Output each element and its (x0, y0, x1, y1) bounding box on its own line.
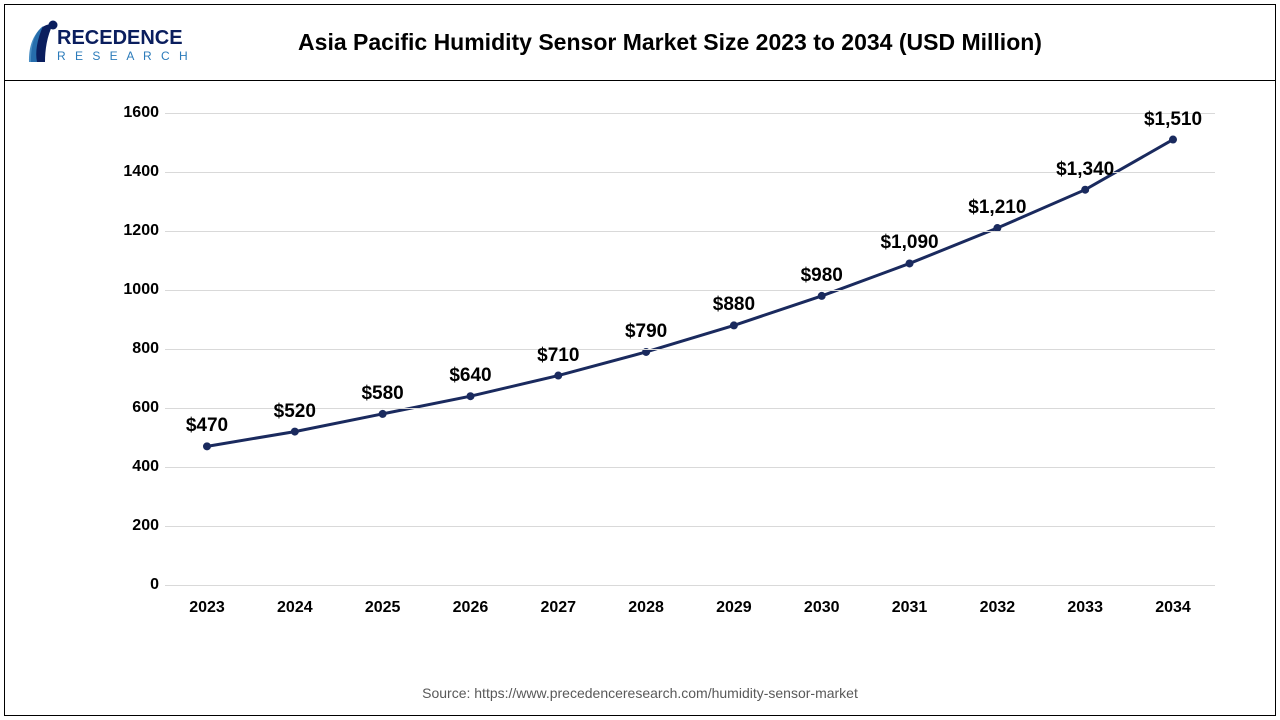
data-marker (291, 428, 299, 436)
x-axis-tick: 2029 (716, 599, 752, 617)
data-label: $1,210 (968, 197, 1026, 219)
y-axis-tick: 1000 (115, 281, 159, 299)
data-label: $470 (186, 416, 228, 438)
x-axis-tick: 2023 (189, 599, 225, 617)
y-axis-tick: 400 (115, 458, 159, 476)
y-axis-tick: 1400 (115, 163, 159, 181)
data-label: $790 (625, 321, 667, 343)
x-axis-tick: 2025 (365, 599, 401, 617)
data-label: $980 (801, 265, 843, 287)
data-marker (818, 292, 826, 300)
x-axis-tick: 2026 (453, 599, 489, 617)
y-axis-tick: 600 (115, 399, 159, 417)
data-marker (554, 372, 562, 380)
data-marker (906, 259, 914, 267)
header: RECEDENCE R E S E A R C H Asia Pacific H… (5, 5, 1275, 81)
chart-frame: RECEDENCE R E S E A R C H Asia Pacific H… (4, 4, 1276, 716)
gridline (165, 290, 1215, 291)
x-axis-tick: 2033 (1067, 599, 1103, 617)
data-marker (379, 410, 387, 418)
plot-region: 0200400600800100012001400160020232024202… (165, 113, 1215, 585)
chart-area: 0 200 400 600 800 1000 1200 1400 1600 2023 2024 202… (105, 83, 1235, 655)
x-axis-tick: 2024 (277, 599, 313, 617)
data-label: $1,510 (1144, 109, 1202, 131)
data-label: $1,340 (1056, 159, 1114, 181)
title-container: Asia Pacific Humidity Sensor Market Size… (223, 29, 1257, 56)
x-axis-tick: 2030 (804, 599, 840, 617)
gridline (165, 585, 1215, 586)
y-axis-tick: 800 (115, 340, 159, 358)
logo-text-top: RECEDENCE (57, 27, 183, 49)
data-line (207, 140, 1173, 447)
data-marker (730, 321, 738, 329)
data-marker (466, 392, 474, 400)
data-marker (1169, 136, 1177, 144)
gridline (165, 349, 1215, 350)
data-label: $710 (537, 345, 579, 367)
y-axis-tick: 0 (115, 576, 159, 594)
data-marker (203, 442, 211, 450)
x-axis-tick: 2027 (540, 599, 576, 617)
y-axis-tick: 1200 (115, 222, 159, 240)
x-axis-tick: 2034 (1155, 599, 1191, 617)
source-citation: Source: https://www.precedenceresearch.c… (5, 685, 1275, 701)
data-label: $1,090 (880, 233, 938, 255)
y-axis-tick: 200 (115, 517, 159, 535)
logo-text-bottom: R E S E A R C H (57, 49, 191, 63)
y-axis-tick: 1600 (115, 104, 159, 122)
data-label: $880 (713, 295, 755, 317)
data-label: $520 (274, 401, 316, 423)
x-axis-tick: 2031 (892, 599, 928, 617)
gridline (165, 467, 1215, 468)
logo: RECEDENCE R E S E A R C H (23, 14, 223, 72)
data-label: $640 (449, 365, 491, 387)
x-axis-tick: 2028 (628, 599, 664, 617)
gridline (165, 113, 1215, 114)
data-label: $580 (361, 383, 403, 405)
gridline (165, 231, 1215, 232)
gridline (165, 408, 1215, 409)
x-axis-tick: 2032 (980, 599, 1016, 617)
gridline (165, 526, 1215, 527)
chart-title: Asia Pacific Humidity Sensor Market Size… (223, 29, 1117, 56)
precedence-logo-icon: RECEDENCE R E S E A R C H (23, 14, 223, 72)
data-marker (1081, 186, 1089, 194)
